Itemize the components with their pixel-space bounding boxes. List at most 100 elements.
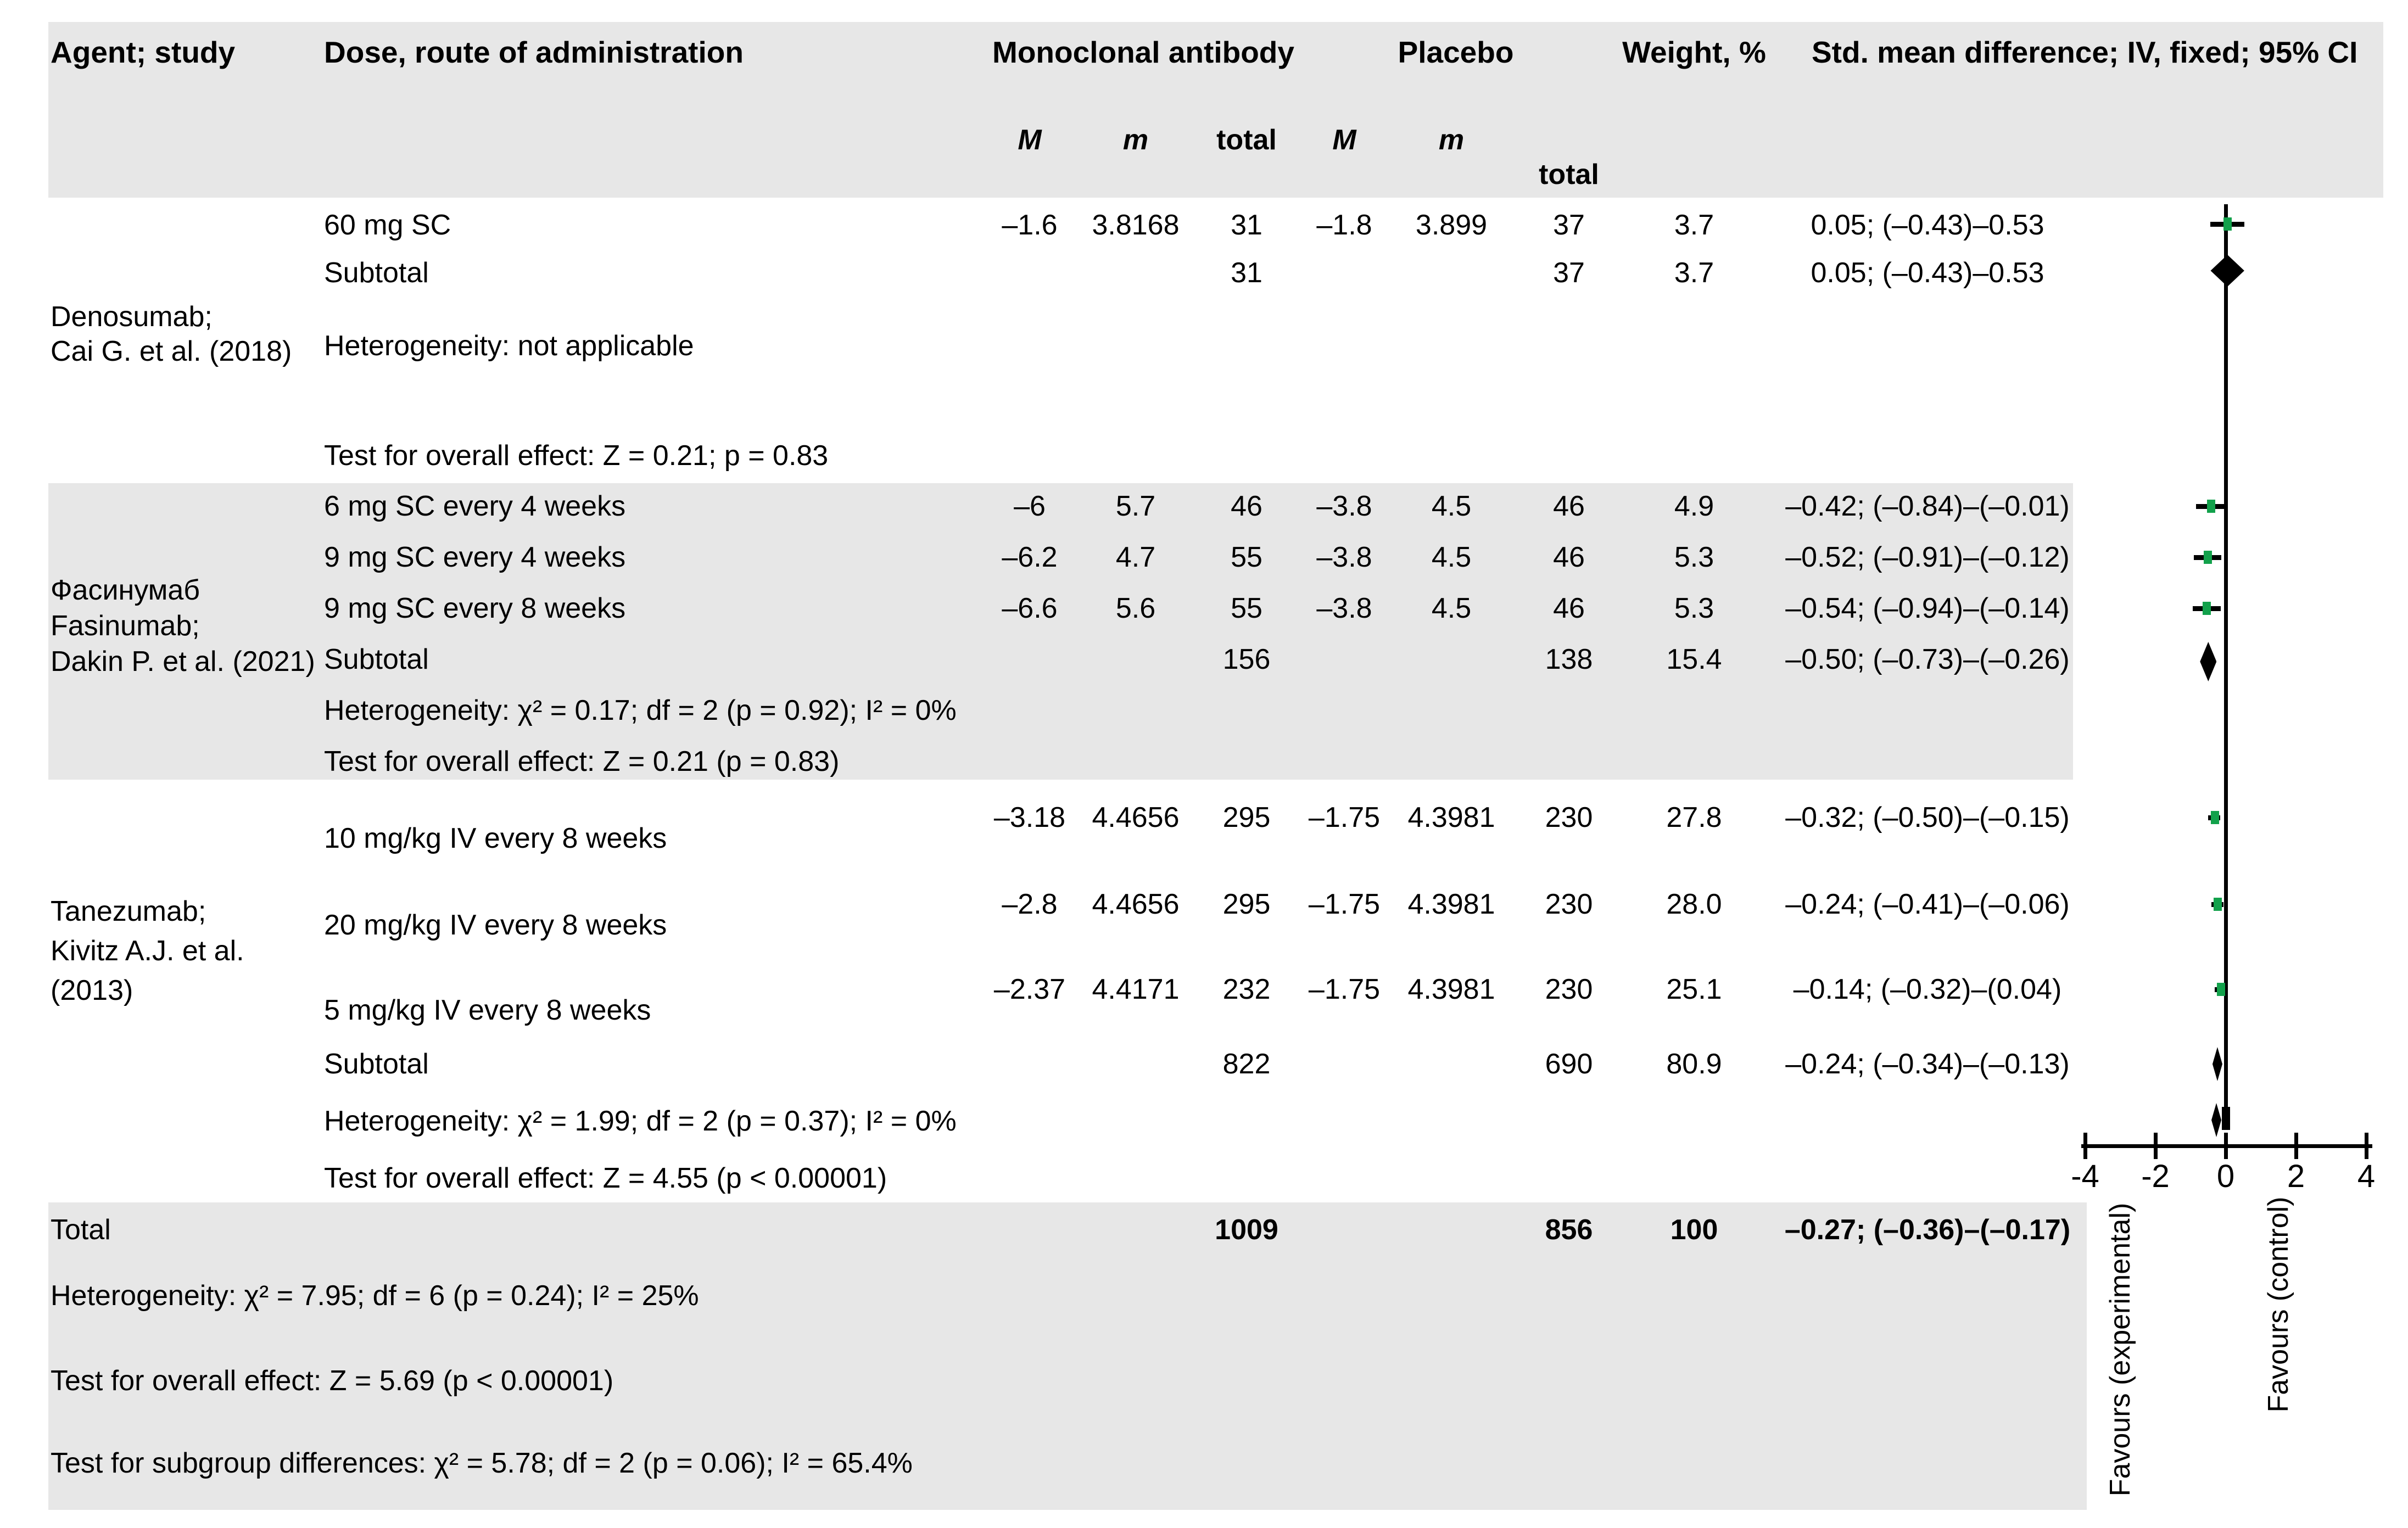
- cell-mab-m: 5.7: [1115, 490, 1156, 522]
- cell-smd-ci: –0.24; (–0.34)–(–0.13): [1785, 1048, 2070, 1080]
- cell-mab-total: 31: [1231, 209, 1262, 241]
- cell-placebo-total: 46: [1553, 541, 1585, 573]
- cell-placebo-M: –3.8: [1316, 541, 1372, 573]
- cell-placebo-total: 46: [1553, 490, 1585, 522]
- favours-control-label: Favours (control): [2262, 1196, 2294, 1413]
- cell-weight: 28.0: [1666, 888, 1722, 920]
- cell-mab-m: 4.4656: [1092, 888, 1180, 920]
- cell-placebo-total: 230: [1545, 973, 1593, 1005]
- dose-label: 9 mg SC every 8 weeks: [324, 592, 626, 624]
- axis-tick-4: [2365, 1133, 2368, 1159]
- axis-tick-0: [2224, 1133, 2228, 1159]
- cell-placebo-M: –1.8: [1316, 209, 1372, 241]
- subtotal-diamond-dsub: [2210, 255, 2244, 287]
- cell-weight: 4.9: [1674, 490, 1714, 522]
- cell-placebo-total: 230: [1545, 888, 1593, 920]
- dose-label: Subtotal: [324, 1048, 429, 1080]
- cell-placebo-m: 3.899: [1415, 209, 1488, 241]
- cell-placebo-total: 37: [1553, 257, 1585, 289]
- column-header-mab-group: Monoclonal antibody: [992, 35, 1294, 69]
- dose-label: 6 mg SC every 4 weeks: [324, 490, 626, 522]
- cell-weight: 25.1: [1666, 973, 1722, 1005]
- axis-tick--2: [2154, 1133, 2158, 1159]
- overall-effect-note: Test for overall effect: Z = 0.21; p = 0…: [324, 440, 829, 472]
- cell-placebo-m: 4.3981: [1407, 802, 1495, 833]
- cell-placebo-m: 4.5: [1431, 490, 1472, 522]
- cell-mab-M: –2.8: [1002, 888, 1058, 920]
- cell-placebo-m: 4.3981: [1407, 973, 1495, 1005]
- cell-mab-M: –6.6: [1002, 592, 1058, 624]
- axis-tick-label--4: -4: [2071, 1158, 2099, 1194]
- dose-label: 10 mg/kg IV every 8 weeks: [324, 822, 667, 854]
- zero-reference-line: [2224, 204, 2228, 1109]
- axis-tick-label-0: 0: [2216, 1158, 2235, 1194]
- cell-mab-total: 31: [1231, 257, 1262, 289]
- cell-mab-m: 5.6: [1115, 592, 1156, 624]
- subheader-mab-m: m: [1122, 124, 1149, 156]
- point-estimate-square-t3: [2217, 983, 2226, 996]
- cell-mab-total: 46: [1231, 490, 1262, 522]
- cell-placebo-total: 856: [1545, 1214, 1593, 1246]
- agent-label-line: Dakin P. et al. (2021): [51, 646, 315, 678]
- cell-smd-ci: –0.27; (–0.36)–(–0.17): [1784, 1214, 2071, 1246]
- cell-mab-total: 156: [1222, 643, 1271, 675]
- axis-tick-label--2: -2: [2141, 1158, 2170, 1194]
- cell-weight: 15.4: [1666, 643, 1722, 675]
- cell-smd-ci: –0.50; (–0.73)–(–0.26): [1785, 643, 2070, 675]
- agent-label-line: Фасинумаб: [51, 574, 200, 606]
- subheader-mab-total: total: [1216, 124, 1277, 156]
- dose-label: Subtotal: [324, 643, 429, 675]
- cell-weight: 27.8: [1666, 802, 1722, 833]
- subheader-placebo-total: total: [1539, 159, 1599, 191]
- cell-weight: 80.9: [1666, 1048, 1722, 1080]
- cell-placebo-M: –3.8: [1316, 592, 1372, 624]
- column-header-agent: Agent; study: [51, 35, 236, 69]
- agent-label-line: Kivitz A.J. et al.: [51, 935, 244, 967]
- header-band: [48, 22, 2383, 198]
- heterogeneity-note: Heterogeneity: χ² = 1.99; df = 2 (p = 0.…: [324, 1105, 957, 1137]
- point-estimate-square-f1: [2207, 500, 2216, 513]
- cell-mab-M: –2.37: [993, 973, 1066, 1005]
- agent-label-line: Tanezumab;: [51, 895, 206, 927]
- point-estimate-square-f2: [2203, 551, 2212, 564]
- column-header-placebo-group: Placebo: [1398, 35, 1514, 69]
- cell-mab-M: –3.18: [993, 802, 1066, 833]
- subheader-placebo-M: M: [1332, 124, 1356, 156]
- total-diamond-total: [2211, 1103, 2222, 1137]
- cell-smd-ci: 0.05; (–0.43)–0.53: [1811, 257, 2044, 289]
- cell-mab-M: –6.2: [1002, 541, 1058, 573]
- cell-placebo-M: –1.75: [1308, 802, 1381, 833]
- subtotal-diamond-fsub: [2200, 642, 2217, 681]
- dose-label: 60 mg SC: [324, 209, 451, 241]
- point-estimate-square-f3: [2203, 602, 2211, 615]
- axis-tick-2: [2294, 1133, 2298, 1159]
- agent-label-line: Fasinumab;: [51, 610, 200, 642]
- cell-mab-m: 4.4656: [1092, 802, 1180, 833]
- column-header-smd: Std. mean difference; IV, fixed; 95% CI: [1812, 35, 2358, 69]
- cell-smd-ci: 0.05; (–0.43)–0.53: [1811, 209, 2044, 241]
- cell-placebo-total: 37: [1553, 209, 1585, 241]
- cell-mab-m: 4.7: [1115, 541, 1156, 573]
- cell-mab-total: 55: [1231, 592, 1262, 624]
- axis-tick--4: [2083, 1133, 2087, 1159]
- point-estimate-square-t2: [2213, 898, 2222, 911]
- cell-smd-ci: –0.24; (–0.41)–(–0.06): [1785, 888, 2070, 920]
- column-header-dose: Dose, route of administration: [324, 35, 744, 69]
- subgroup-differences-note: Test for subgroup differences: χ² = 5.78…: [51, 1447, 913, 1479]
- cell-mab-M: –6: [1014, 490, 1046, 522]
- cell-smd-ci: –0.14; (–0.32)–(0.04): [1793, 973, 2062, 1005]
- cell-weight: 3.7: [1674, 209, 1714, 241]
- cell-mab-M: –1.6: [1002, 209, 1058, 241]
- dose-label: 5 mg/kg IV every 8 weeks: [324, 994, 651, 1026]
- cell-mab-total: 55: [1231, 541, 1262, 573]
- cell-weight: 3.7: [1674, 257, 1714, 289]
- cell-smd-ci: –0.32; (–0.50)–(–0.15): [1785, 802, 2070, 833]
- cell-smd-ci: –0.52; (–0.91)–(–0.12): [1785, 541, 2070, 573]
- cell-mab-m: 4.4171: [1092, 973, 1180, 1005]
- cell-placebo-m: 4.5: [1431, 592, 1472, 624]
- cell-weight: 100: [1670, 1214, 1718, 1246]
- cell-smd-ci: –0.42; (–0.84)–(–0.01): [1785, 490, 2070, 522]
- cell-placebo-total: 230: [1545, 802, 1593, 833]
- cell-mab-total: 232: [1222, 973, 1271, 1005]
